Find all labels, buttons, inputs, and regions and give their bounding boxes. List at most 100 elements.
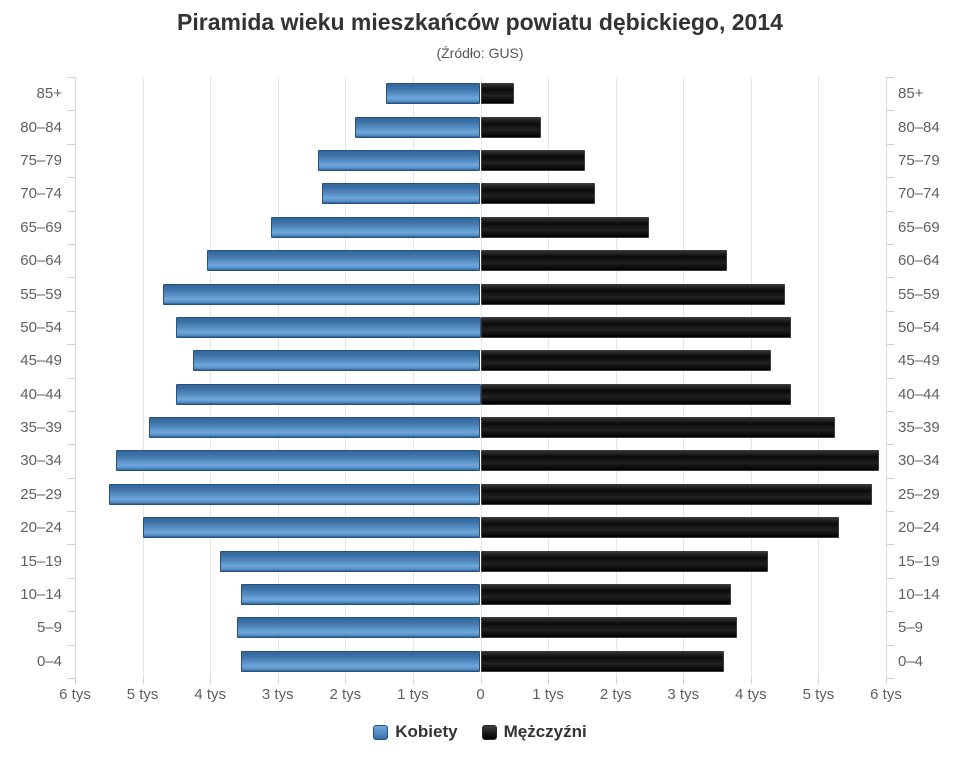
- y-axis-tick: [67, 377, 75, 379]
- x-axis-label: 4 tys: [734, 686, 767, 703]
- x-axis-label: 6 tys: [870, 686, 902, 703]
- y-axis-tick: [886, 210, 894, 212]
- y-axis-label-left: 75–79: [20, 151, 62, 169]
- y-axis-tick: [67, 310, 75, 312]
- bar-kobiety-35–39[interactable]: [149, 417, 481, 439]
- x-axis-tick: [75, 678, 76, 684]
- y-axis-label-left: 65–69: [20, 218, 62, 236]
- bar-kobiety-70–74[interactable]: [321, 183, 481, 205]
- bar-mezczyzni-10–14[interactable]: [480, 584, 731, 606]
- bar-mezczyzni-15–19[interactable]: [480, 550, 768, 572]
- y-axis-tick: [886, 243, 894, 245]
- x-axis-label: 3 tys: [261, 686, 294, 703]
- legend-label-kobiety: Kobiety: [395, 722, 458, 741]
- bar-mezczyzni-0–4[interactable]: [480, 650, 724, 672]
- chart-title: Piramida wieku mieszkańców powiatu dębic…: [177, 9, 783, 35]
- bar-mezczyzni-40–44[interactable]: [480, 383, 792, 405]
- y-axis-label-right: 15–19: [898, 552, 940, 570]
- legend: Kobiety Mężczyźni: [0, 722, 960, 742]
- y-axis-tick: [886, 444, 894, 446]
- y-axis-label-left: 70–74: [20, 185, 62, 203]
- bar-kobiety-20–24[interactable]: [142, 517, 481, 539]
- bar-kobiety-45–49[interactable]: [193, 350, 481, 372]
- bar-kobiety-65–69[interactable]: [270, 216, 481, 238]
- legend-item-mezczyzni[interactable]: Mężczyźni: [481, 722, 587, 742]
- gridline: [345, 77, 347, 678]
- y-axis-label-left: 35–39: [20, 419, 62, 437]
- bar-mezczyzni-25–29[interactable]: [480, 483, 873, 505]
- bar-kobiety-75–79[interactable]: [318, 149, 481, 171]
- bar-mezczyzni-30–34[interactable]: [480, 450, 880, 472]
- y-axis-label-right: 45–49: [898, 352, 940, 370]
- bar-mezczyzni-75–79[interactable]: [480, 149, 586, 171]
- x-axis-tick: [345, 678, 347, 684]
- bar-kobiety-10–14[interactable]: [240, 584, 481, 606]
- bar-mezczyzni-60–64[interactable]: [480, 250, 728, 272]
- bar-mezczyzni-50–54[interactable]: [480, 316, 792, 338]
- y-axis-tick: [886, 77, 894, 78]
- x-axis-label: 2 tys: [329, 686, 362, 703]
- bar-kobiety-15–19[interactable]: [220, 550, 481, 572]
- bar-mezczyzni-85+[interactable]: [480, 83, 515, 105]
- y-axis-tick: [67, 344, 75, 346]
- bar-kobiety-80–84[interactable]: [355, 116, 481, 138]
- bar-kobiety-85+[interactable]: [385, 83, 481, 105]
- bar-mezczyzni-65–69[interactable]: [480, 216, 650, 238]
- bar-mezczyzni-5–9[interactable]: [480, 617, 738, 639]
- bar-mezczyzni-70–74[interactable]: [480, 183, 596, 205]
- y-axis-tick: [886, 611, 894, 613]
- y-axis-label-right: 65–69: [898, 218, 940, 236]
- mezczyzni-swatch-icon: [481, 724, 497, 740]
- y-axis-label-right: 20–24: [898, 519, 940, 537]
- chart-subtitle: (Źródło: GUS): [436, 45, 524, 61]
- y-axis-label-right: 40–44: [898, 385, 940, 403]
- y-axis-label-left: 25–29: [20, 485, 62, 503]
- bar-mezczyzni-80–84[interactable]: [480, 116, 542, 138]
- y-axis-tick: [67, 444, 75, 446]
- x-axis-label: 3 tys: [667, 686, 700, 703]
- bar-kobiety-55–59[interactable]: [162, 283, 481, 305]
- bar-mezczyzni-20–24[interactable]: [480, 517, 839, 539]
- bar-kobiety-5–9[interactable]: [237, 617, 481, 639]
- bar-kobiety-60–64[interactable]: [206, 250, 481, 272]
- y-axis-tick: [886, 678, 894, 679]
- bar-mezczyzni-55–59[interactable]: [480, 283, 785, 305]
- y-axis-label-right: 35–39: [898, 419, 940, 437]
- y-axis-tick: [886, 377, 894, 379]
- y-axis-tick: [67, 410, 75, 412]
- x-axis-tick: [142, 678, 144, 684]
- gridline: [142, 77, 144, 678]
- y-axis-tick: [886, 644, 894, 646]
- bar-kobiety-50–54[interactable]: [176, 316, 481, 338]
- gridline: [480, 77, 482, 678]
- x-axis-tick: [412, 678, 414, 684]
- y-axis-tick: [886, 277, 894, 279]
- y-axis-tick: [886, 143, 894, 145]
- gridline: [683, 77, 685, 678]
- bar-mezczyzni-45–49[interactable]: [480, 350, 772, 372]
- x-axis-label: 5 tys: [126, 686, 159, 703]
- y-axis-label-left: 30–34: [20, 452, 62, 470]
- x-axis-tick: [683, 678, 685, 684]
- kobiety-swatch-icon: [373, 724, 389, 740]
- y-axis-label-right: 10–14: [898, 586, 940, 604]
- legend-label-mezczyzni: Mężczyźni: [503, 722, 587, 741]
- bar-kobiety-0–4[interactable]: [240, 650, 481, 672]
- y-axis-label-right: 25–29: [898, 485, 940, 503]
- x-axis-label: 6 tys: [59, 686, 91, 703]
- bar-kobiety-25–29[interactable]: [108, 483, 481, 505]
- y-axis-label-left: 0–4: [36, 652, 62, 670]
- legend-item-kobiety[interactable]: Kobiety: [373, 722, 458, 742]
- bar-mezczyzni-35–39[interactable]: [480, 417, 836, 439]
- y-axis-tick: [67, 511, 75, 513]
- x-axis-tick: [277, 678, 279, 684]
- bar-kobiety-40–44[interactable]: [176, 383, 481, 405]
- x-axis-label: 2 tys: [599, 686, 632, 703]
- y-axis-label-left: 55–59: [20, 285, 62, 303]
- y-axis-label-left: 40–44: [20, 385, 62, 403]
- y-axis-label-left: 5–9: [36, 619, 62, 637]
- x-axis-tick: [818, 678, 820, 684]
- y-axis-label-left: 80–84: [20, 118, 62, 136]
- bar-kobiety-30–34[interactable]: [115, 450, 481, 472]
- y-axis-tick: [67, 277, 75, 279]
